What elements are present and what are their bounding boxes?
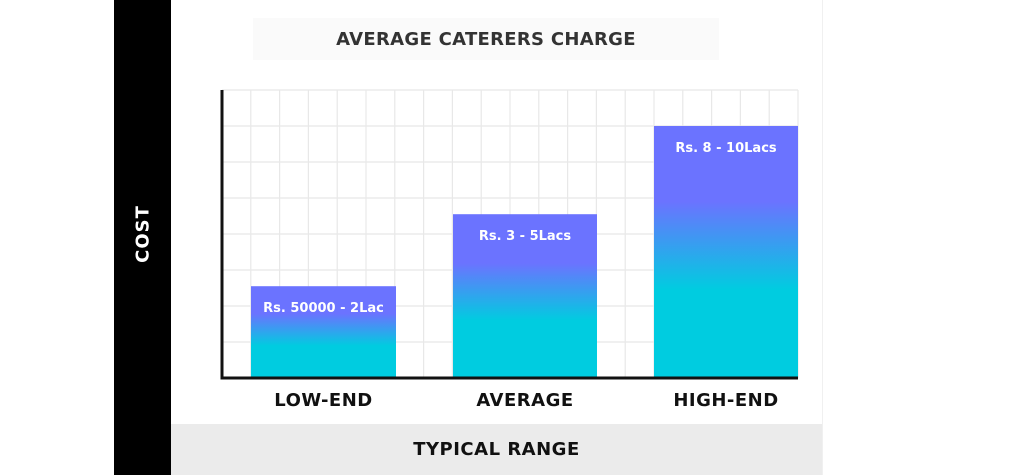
bar-low-end bbox=[251, 286, 396, 378]
data-label: Rs. 8 - 10Lacs bbox=[675, 141, 777, 156]
data-label: Rs. 50000 - 2Lac bbox=[263, 301, 384, 316]
chart-title: AVERAGE CATERERS CHARGE bbox=[336, 28, 636, 50]
y-axis-band bbox=[114, 0, 171, 475]
x-tick-label: AVERAGE bbox=[476, 390, 573, 411]
x-tick-label: LOW-END bbox=[274, 390, 372, 411]
x-tick-label: HIGH-END bbox=[673, 390, 778, 411]
x-axis-label: TYPICAL RANGE bbox=[413, 439, 580, 460]
data-label: Rs. 3 - 5Lacs bbox=[479, 229, 572, 244]
bar-average bbox=[453, 214, 597, 378]
divider bbox=[822, 0, 823, 475]
bar-high-end bbox=[654, 126, 798, 378]
chart-title-box: AVERAGE CATERERS CHARGE bbox=[253, 18, 719, 60]
x-axis-band: TYPICAL RANGE bbox=[171, 424, 822, 475]
